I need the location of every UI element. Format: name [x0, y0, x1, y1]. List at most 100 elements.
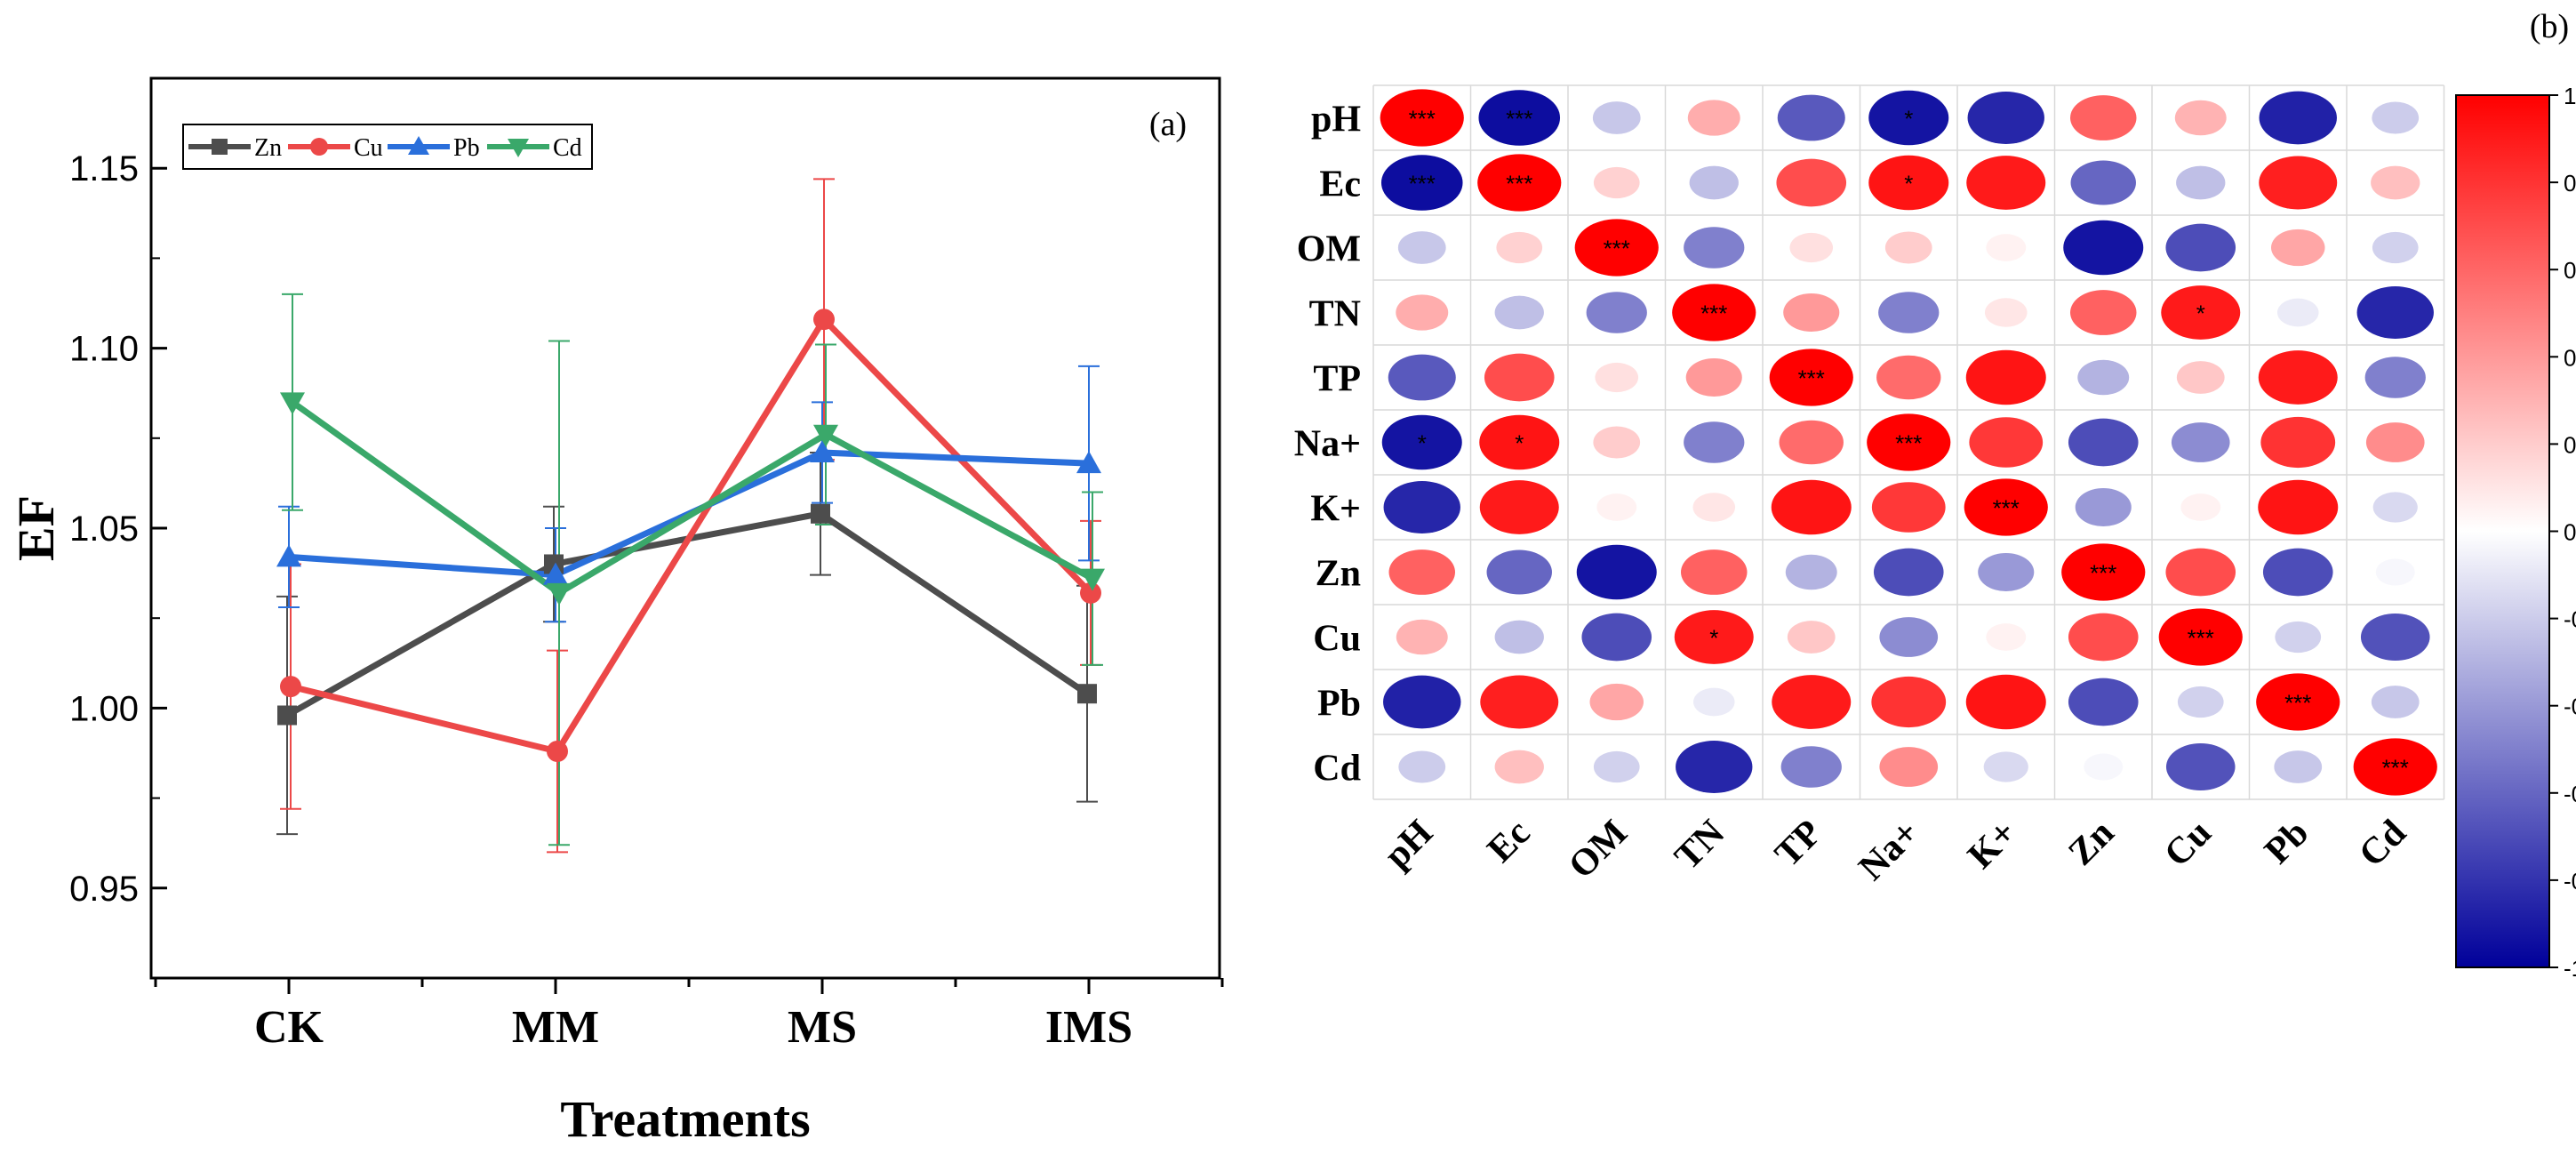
correlation-ellipse: [2165, 223, 2236, 272]
heatmap-cell: *: [2161, 285, 2241, 340]
correlation-ellipse: [1496, 231, 1543, 264]
significance-mark: ***: [1409, 171, 1436, 197]
correlation-ellipse: [1593, 750, 1640, 783]
correlation-ellipse: [1984, 298, 2028, 327]
heatmap-cell: ***: [1769, 349, 1853, 406]
data-point-zn: [811, 503, 830, 524]
heatmap-cell: [2375, 558, 2415, 586]
heatmap-cell: [1576, 544, 1657, 600]
heatmap-cell: [1593, 750, 1640, 783]
correlation-ellipse: [1787, 621, 1836, 654]
correlation-ellipse: [1876, 355, 1941, 400]
row-label: K+: [1310, 489, 1361, 530]
heatmap-cell: [1969, 417, 2044, 468]
correlation-ellipse: [1684, 421, 1745, 463]
row-label: Zn: [1316, 554, 1361, 595]
significance-mark: ***: [2188, 625, 2214, 652]
colorbar-gradient: [2455, 94, 2550, 968]
panel-a-line-chart: 0.95 1.00 1.05 1.10 1.15 CK MM MS IMS (a) EF Tr…: [7, 76, 1224, 1148]
heatmap-cell: [1484, 353, 1555, 402]
heatmap-cell: ***: [2256, 673, 2340, 731]
heatmap-cell: [2176, 361, 2225, 394]
heatmap-cells: *** *** **** *** ******* ***** * ********** ****…: [1380, 89, 2437, 796]
heatmap-cell: [2270, 229, 2325, 267]
heatmap-cell: [1777, 94, 1845, 141]
data-point-cd: [280, 392, 305, 415]
data-point-pb: [1076, 451, 1101, 474]
correlation-ellipse: [1574, 219, 1659, 277]
column-label: TP: [1767, 813, 1829, 875]
heatmap-cell: [2070, 290, 2137, 335]
correlation-ellipse: [2356, 286, 2434, 339]
heatmap-cell: [2171, 422, 2230, 462]
heatmap-cell: [1771, 479, 1852, 535]
heatmap-cell: [1494, 295, 1544, 330]
heatmap-cell: [2177, 686, 2224, 718]
correlation-ellipse: [1873, 548, 1944, 597]
correlation-ellipse: [1479, 414, 1560, 470]
heatmap-cell: [1783, 293, 1840, 333]
colorbar-tick-label: 0.6: [2564, 257, 2576, 284]
heatmap-cell: [1967, 92, 2044, 144]
heatmap-cell: [1692, 493, 1736, 522]
x-tick-label: IMS: [1045, 1002, 1132, 1053]
correlation-ellipse: [2165, 548, 2236, 597]
legend-marker-cu: [310, 138, 328, 156]
column-labels: pH Ec OM TN TP Na+ K+ Zn Cu Pb Cd: [1377, 813, 2414, 889]
correlation-ellipse: [2180, 493, 2221, 521]
row-labels: pH Ec OM TN TP Na+ K+ Zn Cu Pb Cd: [1294, 100, 1361, 790]
data-point-cd: [813, 424, 838, 447]
heatmap-cell: [1496, 231, 1543, 264]
column-label: Zn: [2060, 813, 2122, 874]
correlation-ellipse: [1783, 293, 1840, 333]
correlation-ellipse: [1966, 156, 2046, 210]
heatmap-cell: [2360, 614, 2430, 661]
heatmap-cell: [1779, 420, 1844, 465]
significance-mark: ***: [1895, 430, 1922, 457]
correlation-ellipse: [1684, 227, 1745, 269]
heatmap-cell: [1681, 549, 1748, 595]
correlation-ellipse: [2371, 686, 2420, 718]
correlation-ellipse: [1965, 674, 2046, 730]
correlation-ellipse: [2375, 558, 2415, 586]
correlation-ellipse: [1595, 362, 1639, 393]
heatmap-cell: [1772, 675, 1852, 729]
row-label: Pb: [1317, 684, 1361, 725]
heatmap-cell: [1873, 548, 1944, 597]
column-label: TN: [1668, 813, 1733, 878]
heatmap-cell: [1596, 493, 1637, 521]
heatmap-cell: ***: [2158, 608, 2243, 666]
correlation-ellipse: [2070, 160, 2136, 205]
data-point-cu: [813, 309, 835, 331]
correlation-ellipse: [1687, 100, 1740, 136]
correlation-ellipse: [2176, 165, 2226, 200]
data-point-pb: [810, 439, 835, 462]
correlation-ellipse: [2077, 359, 2130, 396]
heatmap-cell: ***: [1477, 154, 1562, 212]
heatmap-cell: [2371, 686, 2420, 718]
heatmap-cell: [2176, 165, 2226, 200]
heatmap-cell: [2260, 416, 2336, 469]
legend-item-pb: Pb: [388, 134, 480, 162]
heatmap-cell: [1494, 750, 1544, 784]
significance-mark: *: [1709, 625, 1718, 652]
heatmap-cell: [1486, 549, 1552, 595]
significance-mark: ***: [1506, 171, 1532, 197]
heatmap-cell: [1689, 165, 1739, 200]
heatmap-cell: [1966, 156, 2046, 210]
data-point-pb: [543, 562, 568, 585]
heatmap-cell: [1986, 234, 2027, 261]
correlation-ellipse: [2360, 614, 2430, 661]
heatmap-cell: [2274, 750, 2323, 783]
heatmap-cell: ***: [1867, 413, 1951, 471]
heatmap-cell: [1383, 675, 1461, 729]
heatmap-cell: *: [1868, 90, 1949, 146]
legend-label: Zn: [254, 134, 282, 162]
heatmap-cell: [1589, 683, 1644, 721]
correlation-ellipse: [2259, 156, 2338, 210]
correlation-ellipse: [2068, 678, 2139, 726]
column-label: OM: [1561, 813, 1636, 887]
heatmap-cell: [2077, 359, 2130, 396]
correlation-ellipse: [2171, 422, 2230, 462]
